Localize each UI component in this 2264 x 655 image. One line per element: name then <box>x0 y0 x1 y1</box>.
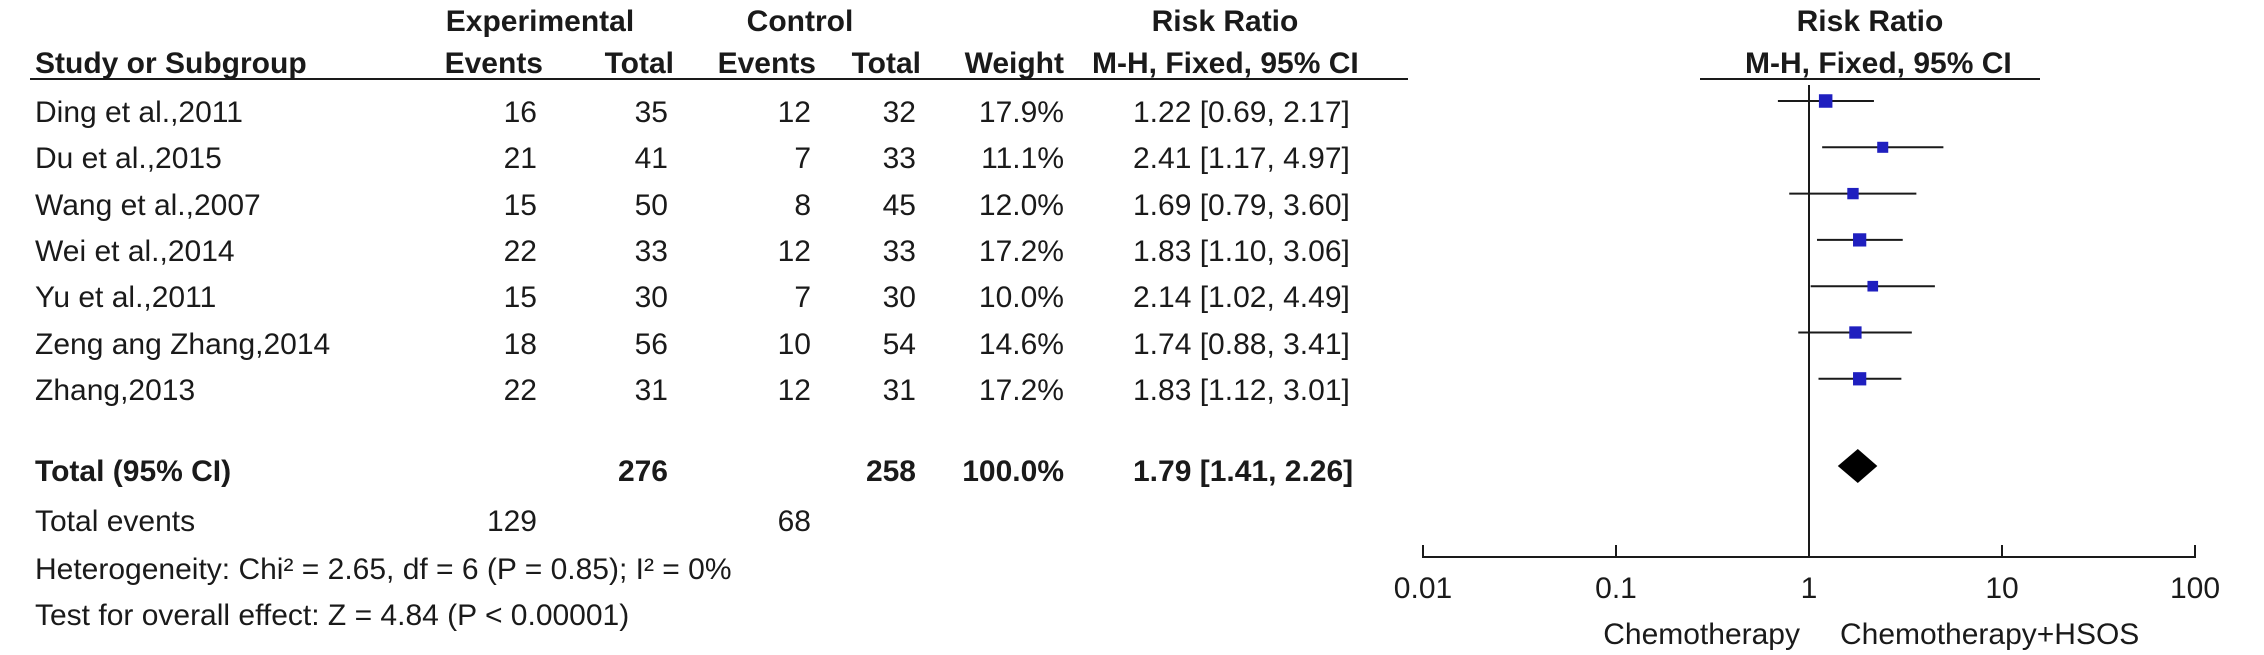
effect-header: Risk Ratio <box>1151 5 1299 38</box>
study-e2: 12 <box>777 373 811 407</box>
study-marker <box>1849 326 1862 339</box>
study-name: Zeng ang Zhang,2014 <box>35 327 331 361</box>
study-t1: 50 <box>634 188 668 222</box>
study-ci: 2.14 [1.02, 4.49] <box>1133 281 1350 315</box>
study-e1: 22 <box>503 373 537 407</box>
total-events-e1: 129 <box>486 505 537 538</box>
plot-method-header: M-H, Fixed, 95% CI <box>1745 47 2012 80</box>
study-marker <box>1853 372 1867 386</box>
study-e2: 7 <box>794 142 811 176</box>
study-name: Wang et al.,2007 <box>35 188 261 222</box>
total-weight: 100.0% <box>962 455 1064 488</box>
study-name: Ding et al.,2011 <box>35 96 243 129</box>
study-weight: 17.9% <box>978 96 1064 129</box>
study-ci: 2.41 [1.17, 4.97] <box>1133 142 1350 176</box>
study-e1: 22 <box>503 234 537 268</box>
study-t2: 33 <box>882 142 916 176</box>
total-events-label: Total events <box>35 505 196 538</box>
header-rule-right <box>1700 78 2040 80</box>
study-name: Wei et al.,2014 <box>35 234 235 268</box>
study-name: Zhang,2013 <box>35 373 196 407</box>
study-e1: 16 <box>503 96 537 129</box>
study-t1: 35 <box>634 96 668 129</box>
col-total1-header: Total <box>604 47 674 80</box>
study-e2: 8 <box>794 188 811 222</box>
study-t2: 30 <box>882 281 916 315</box>
study-t2: 31 <box>882 373 916 407</box>
favours-left-label: Chemotherapy <box>1603 618 1800 651</box>
col-method-header: M-H, Fixed, 95% CI <box>1092 47 1359 80</box>
col-events2-header: Events <box>717 47 816 80</box>
study-weight: 12.0% <box>978 188 1064 222</box>
header-rule-left <box>30 78 1408 80</box>
total-ci: 1.79 [1.41, 2.26] <box>1133 455 1354 488</box>
study-ci: 1.83 [1.10, 3.06] <box>1133 234 1350 268</box>
study-e2: 12 <box>777 234 811 268</box>
study-ci: 1.83 [1.12, 3.01] <box>1133 373 1350 407</box>
x-tick-label: 100 <box>2170 572 2220 605</box>
study-marker <box>1847 187 1859 200</box>
study-weight: 17.2% <box>978 234 1064 268</box>
study-e2: 10 <box>777 327 811 361</box>
study-name: Yu et al.,2011 <box>35 281 217 315</box>
study-e2: 7 <box>794 281 811 315</box>
study-name: Du et al.,2015 <box>35 142 222 176</box>
study-e1: 21 <box>503 142 537 176</box>
x-tick-label: 1 <box>1801 572 1818 605</box>
study-t1: 33 <box>634 234 668 268</box>
study-t1: 30 <box>634 281 668 315</box>
study-marker <box>1877 141 1889 153</box>
group1-header: Experimental <box>445 5 635 38</box>
study-t2: 33 <box>882 234 916 268</box>
group2-header: Control <box>746 5 854 38</box>
total-t2: 258 <box>865 455 916 488</box>
study-ci: 1.22 [0.69, 2.17] <box>1133 96 1350 129</box>
x-tick-label: 0.01 <box>1394 572 1452 605</box>
study-t2: 54 <box>882 327 916 361</box>
study-e1: 15 <box>503 281 537 315</box>
pooled-diamond <box>1837 449 1878 483</box>
study-ci: 1.69 [0.79, 3.60] <box>1133 188 1350 222</box>
col-weight-header: Weight <box>964 47 1064 80</box>
total-events-e2: 68 <box>777 505 811 538</box>
col-study-header: Study or Subgroup <box>35 47 307 80</box>
study-t2: 32 <box>882 96 916 129</box>
study-t1: 56 <box>634 327 668 361</box>
x-tick-label: 0.1 <box>1595 572 1637 605</box>
study-e1: 18 <box>503 327 537 361</box>
study-t1: 41 <box>634 142 668 176</box>
total-t1: 276 <box>617 455 668 488</box>
study-marker <box>1818 94 1833 108</box>
study-marker <box>1853 233 1867 247</box>
x-tick-label: 10 <box>1985 572 2018 605</box>
heterogeneity-text: Heterogeneity: Chi² = 2.65, df = 6 (P = … <box>35 553 732 586</box>
study-weight: 10.0% <box>978 281 1064 315</box>
study-weight: 11.1% <box>981 142 1064 176</box>
plot-title: Risk Ratio <box>1796 5 1944 38</box>
study-weight: 14.6% <box>978 327 1064 361</box>
study-marker <box>1867 280 1879 292</box>
total-label: Total (95% CI) <box>35 455 232 488</box>
study-ci: 1.74 [0.88, 3.41] <box>1133 327 1350 361</box>
study-t2: 45 <box>882 188 916 222</box>
study-t1: 31 <box>634 373 668 407</box>
study-e1: 15 <box>503 188 537 222</box>
study-weight: 17.2% <box>978 373 1064 407</box>
col-events1-header: Events <box>444 47 543 80</box>
overall-effect-text: Test for overall effect: Z = 4.84 (P < 0… <box>35 599 630 632</box>
col-total2-header: Total <box>851 47 921 80</box>
study-e2: 12 <box>777 96 811 129</box>
favours-right-label: Chemotherapy+HSOS <box>1840 618 2139 651</box>
